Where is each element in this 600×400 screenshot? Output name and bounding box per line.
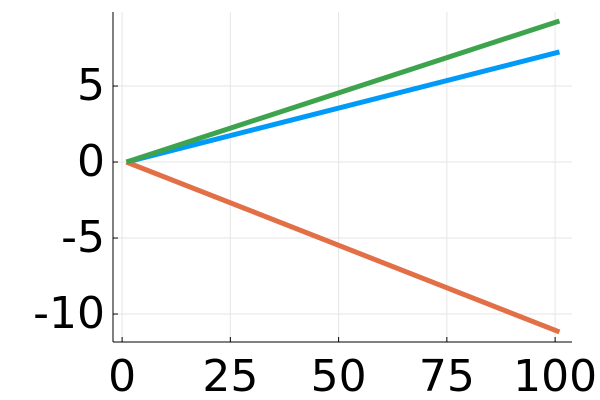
y-tick-label: -5 (61, 212, 105, 263)
y-tick-label: 0 (77, 136, 105, 187)
x-tick-label: 100 (513, 351, 597, 400)
x-tick-label: 0 (108, 351, 136, 400)
x-tick-label: 50 (311, 351, 367, 400)
series-line (125, 49, 561, 165)
y-tick-label: 5 (77, 60, 105, 111)
y-tick-label: -10 (33, 288, 105, 339)
series-line (125, 18, 561, 165)
series-line (125, 159, 561, 335)
x-tick-label: 75 (419, 351, 475, 400)
x-tick-label: 25 (202, 351, 258, 400)
